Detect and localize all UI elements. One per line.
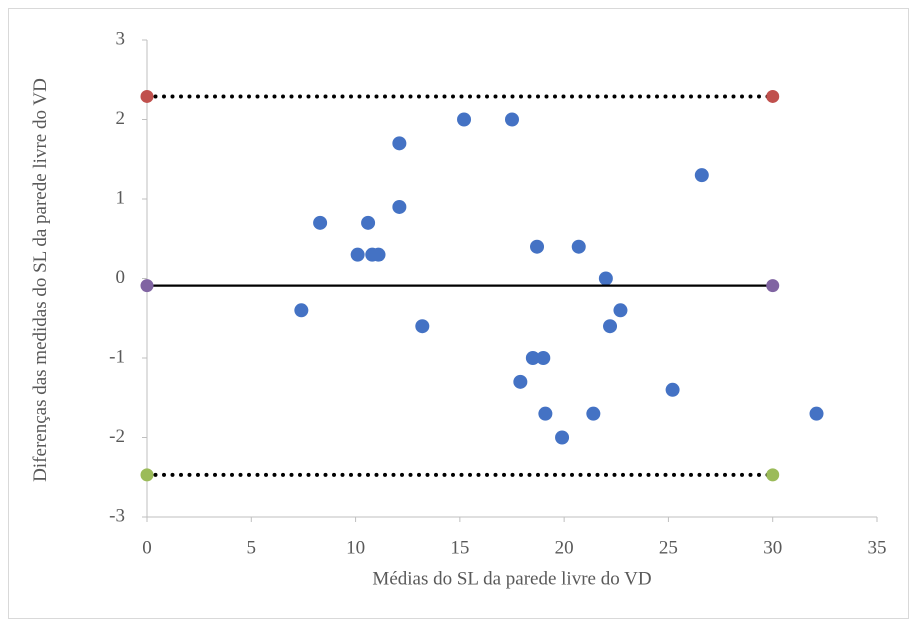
data-point bbox=[536, 351, 551, 365]
data-point bbox=[392, 199, 407, 214]
data-point bbox=[350, 247, 365, 262]
x-tick-label: 20 bbox=[555, 537, 574, 558]
data-point bbox=[665, 382, 680, 397]
data-point bbox=[603, 319, 618, 334]
line-end-marker bbox=[140, 89, 154, 103]
data-point bbox=[371, 247, 386, 262]
data-point bbox=[525, 351, 540, 365]
data-point bbox=[598, 271, 613, 286]
line-end-marker bbox=[766, 89, 780, 103]
y-tick-label: 1 bbox=[116, 187, 126, 208]
y-tick-label: -2 bbox=[109, 426, 125, 447]
data-point bbox=[313, 215, 328, 230]
data-point bbox=[809, 406, 824, 421]
data-point bbox=[538, 406, 553, 421]
x-axis-title: Médias do SL da parede livre do VD bbox=[372, 568, 651, 589]
x-tick-label: 30 bbox=[763, 537, 782, 558]
data-point bbox=[513, 374, 528, 389]
y-tick-label: -1 bbox=[109, 346, 125, 367]
y-tick-label: 2 bbox=[116, 108, 126, 129]
x-tick-label: 10 bbox=[346, 537, 365, 558]
data-point bbox=[613, 303, 628, 318]
data-point bbox=[457, 112, 472, 127]
y-tick-label: 3 bbox=[116, 28, 126, 49]
data-point bbox=[361, 215, 376, 230]
line-end-marker bbox=[140, 468, 154, 482]
x-tick-label: 15 bbox=[450, 537, 469, 558]
x-tick-label: 35 bbox=[868, 537, 887, 558]
data-point bbox=[694, 168, 709, 183]
line-end-marker bbox=[766, 279, 780, 293]
data-point bbox=[530, 239, 545, 254]
y-tick-label: -3 bbox=[109, 505, 125, 526]
line-end-marker bbox=[766, 468, 780, 482]
data-point bbox=[294, 303, 309, 318]
data-point bbox=[505, 112, 519, 127]
x-tick-label: 25 bbox=[659, 537, 678, 558]
data-point bbox=[586, 406, 601, 421]
line-end-marker bbox=[140, 279, 154, 293]
data-point bbox=[571, 239, 586, 254]
data-point bbox=[555, 430, 570, 445]
x-tick-label: 5 bbox=[247, 537, 257, 558]
y-tick-label: 0 bbox=[116, 267, 126, 288]
data-point bbox=[392, 136, 407, 151]
data-point bbox=[415, 319, 430, 334]
y-axis-title: Diferenças das medidas do SL da parede l… bbox=[30, 78, 51, 482]
x-tick-label: 0 bbox=[142, 537, 152, 558]
